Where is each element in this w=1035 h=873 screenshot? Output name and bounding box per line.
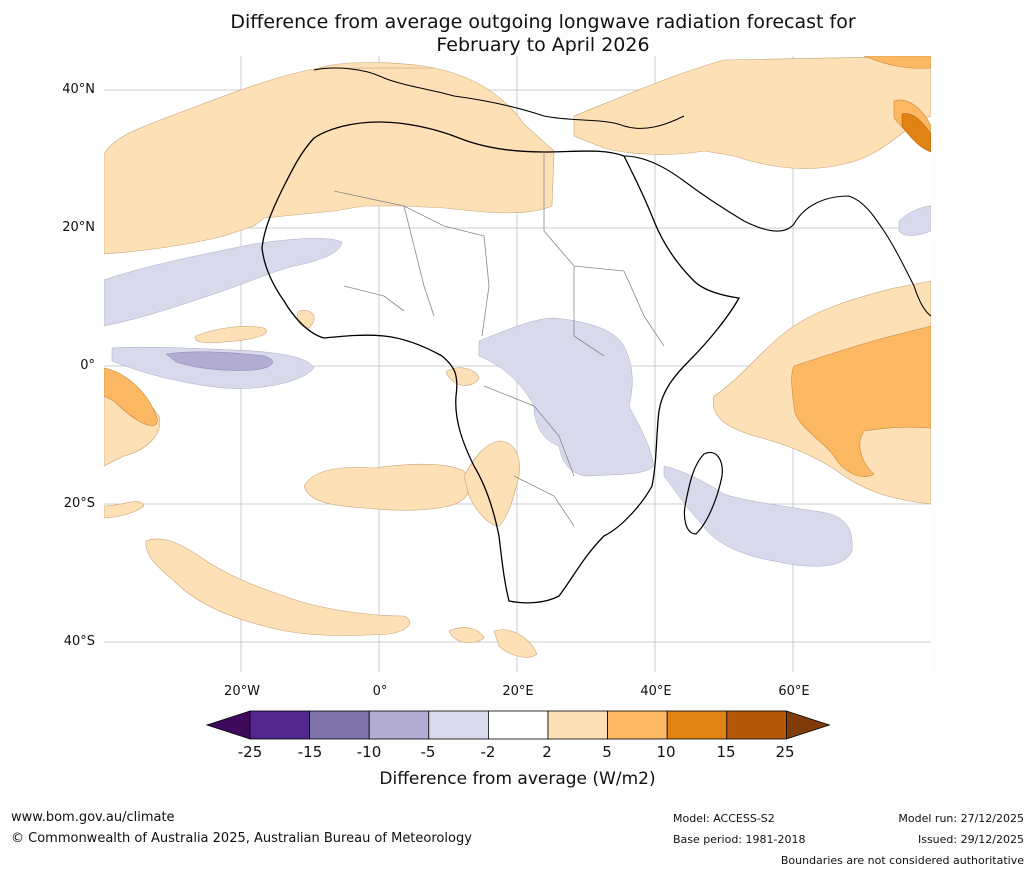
colorbar-tick-label: -2 [480, 743, 496, 761]
map-title-line1: Difference from average outgoing longwav… [230, 11, 856, 33]
colorbar-cell [666, 710, 728, 740]
olr-anomaly-map [104, 56, 931, 672]
lon-label-40e: 40°E [640, 684, 672, 699]
footer-model: Model: ACCESS-S2 [673, 812, 775, 825]
colorbar-cell [726, 710, 787, 740]
colorbar-tick-label: 2 [542, 743, 552, 761]
lon-label-60e: 60°E [778, 684, 810, 699]
map-title-line2: February to April 2026 [436, 34, 650, 56]
africa-coastline [261, 121, 741, 604]
colorbar-cell [309, 710, 370, 740]
colorbar-tick-label: -10 [356, 743, 382, 761]
colorbar-tick-label: -5 [420, 743, 436, 761]
footer-copyright: © Commonwealth of Australia 2025, Austra… [11, 831, 472, 846]
colorbar-cells [205, 710, 831, 740]
colorbar-cell [487, 710, 549, 740]
footer-issued: Issued: 29/12/2025 [917, 833, 1024, 846]
colorbar-cell [547, 710, 608, 740]
lon-label-20e: 20°E [502, 684, 534, 699]
colorbar-cell [368, 710, 430, 740]
anomaly-positive-medium [104, 56, 931, 477]
colorbar-extend-max [786, 710, 831, 740]
footer-model-run: Model run: 27/12/2025 [898, 812, 1024, 825]
colorbar-cell [607, 710, 668, 740]
footer-disclaimer: Boundaries are not considered authoritat… [780, 854, 1024, 867]
lat-label-20n: 20°N [62, 220, 95, 235]
colorbar-tick-label: 5 [602, 743, 612, 761]
colorbar-tick-label: 15 [716, 743, 736, 761]
colorbar-tick-label: 10 [656, 743, 676, 761]
madagascar-coastline [683, 451, 723, 535]
arabia-coastline [623, 155, 931, 317]
colorbar-tick-label: 25 [775, 743, 795, 761]
colorbar-extend-min [205, 710, 251, 740]
anomaly-negative-medium [165, 351, 273, 371]
lat-label-40s: 40°S [63, 634, 95, 649]
anomaly-positive-strong [901, 113, 931, 153]
lat-label-20s: 20°S [63, 496, 95, 511]
lon-label-20w: 20°W [224, 684, 260, 699]
footer-website[interactable]: www.bom.gov.au/climate [11, 810, 175, 825]
colorbar-label: Difference from average (W/m2) [379, 769, 656, 789]
lat-label-40n: 40°N [62, 82, 95, 97]
colorbar [205, 710, 831, 740]
colorbar-cell [249, 710, 310, 740]
colorbar-cell [428, 710, 489, 740]
colorbar-tick-label: -15 [297, 743, 323, 761]
country-boundaries [333, 152, 665, 527]
europe-coastline [313, 67, 685, 129]
footer-base-period: Base period: 1981-2018 [673, 833, 806, 846]
lon-label-0: 0° [372, 684, 388, 699]
lat-label-0: 0° [80, 358, 95, 373]
colorbar-tick-label: -25 [237, 743, 263, 761]
